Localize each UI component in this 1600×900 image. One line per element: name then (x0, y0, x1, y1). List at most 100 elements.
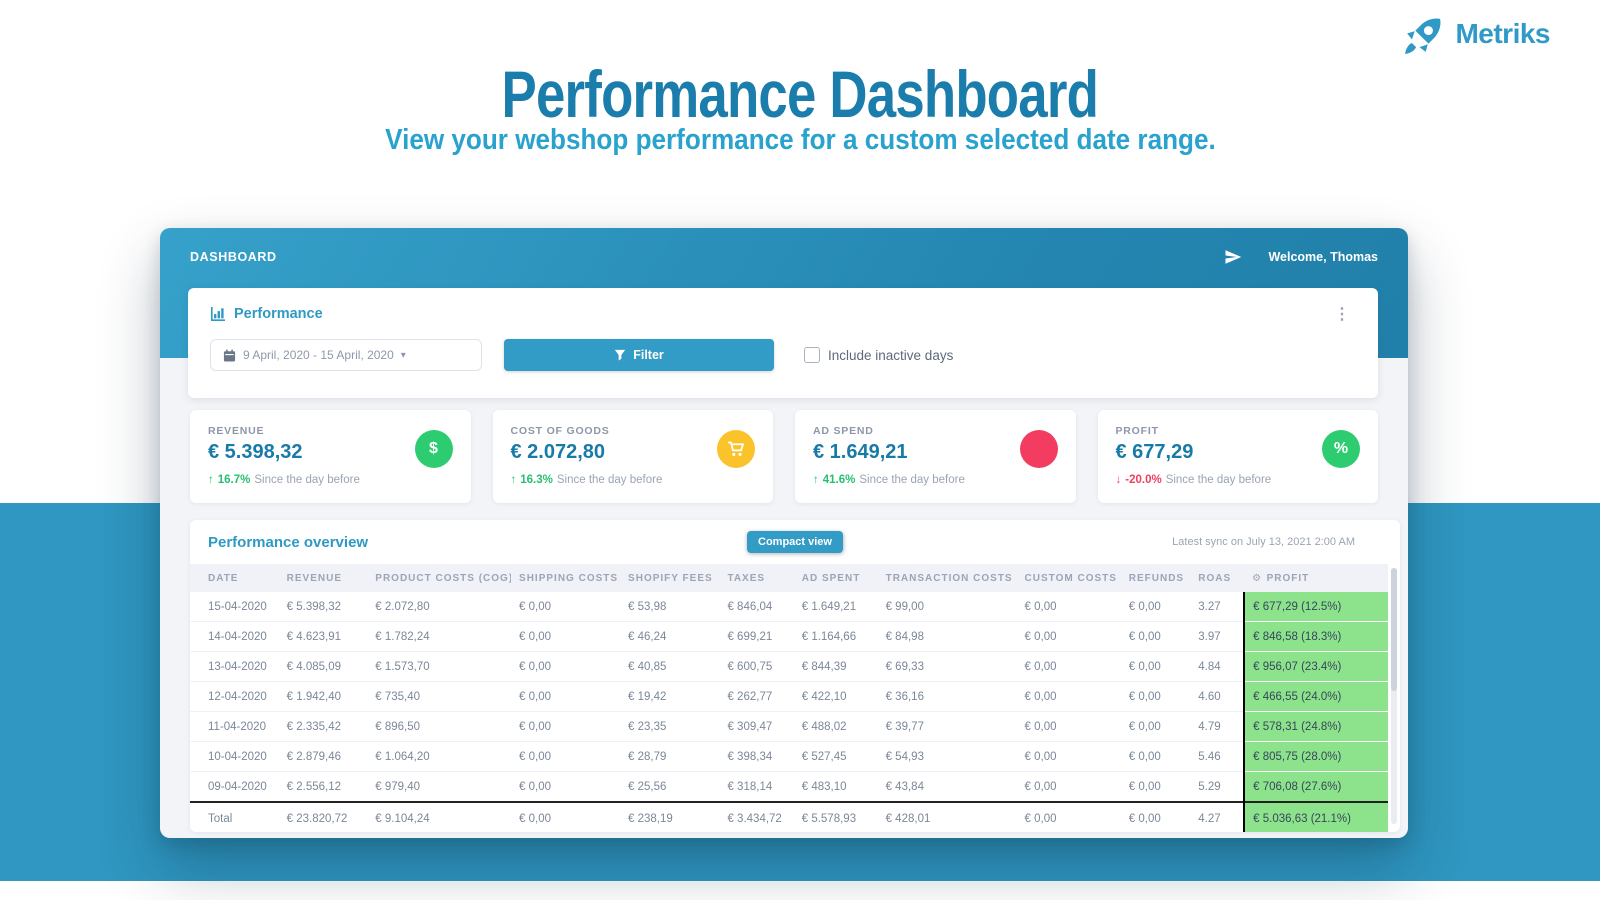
table-cell: € 0,00 (1120, 592, 1191, 622)
table-cell: € 39,77 (877, 711, 1017, 742)
table-cell: € 0,00 (1016, 771, 1121, 803)
table-cell: € 2.335,42 (278, 711, 368, 742)
table-cell: € 0,00 (1016, 621, 1121, 652)
table-cell: 15-04-2020 (190, 592, 279, 622)
table-row: 14-04-2020 € 4.623,91 € 1.782,24 € 0,00 € 46… (190, 621, 1388, 652)
kpi-delta: ↓ -20.0% Since the day before (1115, 474, 1272, 486)
table-cell: € 46,24 (620, 621, 720, 652)
date-range-input[interactable]: 9 April, 2020 - 15 April, 2020 ▾ (210, 339, 482, 371)
table-cell: € 0,00 (511, 621, 621, 652)
table-cell: € 578,31 (24.8%) (1243, 711, 1388, 742)
kpi-card-profit: PROFIT € 677,29 ↓ -20.0% Since the day b… (1097, 410, 1378, 503)
table-cell: 4.60 (1190, 681, 1245, 712)
brand-logo: Metriks (1403, 12, 1550, 56)
table-cell: 3.27 (1190, 592, 1245, 622)
down-arrow-icon: ↓ (1115, 474, 1122, 486)
table-cell: € 956,07 (23.4%) (1243, 651, 1388, 682)
table-wrap: DATE REVENUE PRODUCT COSTS (COG) SHIPPING C… (190, 564, 1388, 832)
overview-title: Performance overview (208, 533, 369, 551)
table-cell: € 0,00 (1120, 771, 1191, 803)
table-row: 10-04-2020 € 2.879,46 € 1.064,20 € 0,00 € 28… (190, 741, 1388, 772)
table-cell: € 0,00 (1120, 621, 1191, 652)
table-cell: € 318,14 (719, 771, 794, 803)
table-cell: € 4.085,09 (278, 651, 368, 682)
table-cell: € 309,47 (719, 711, 794, 742)
table-cell: € 0,00 (1120, 801, 1191, 832)
kpi-card-ad-spend: AD SPEND € 1.649,21 ↑ 41.6% Since the da… (795, 410, 1076, 503)
table-cell: € 2.879,46 (278, 741, 368, 772)
table-cell: € 1.164,66 (793, 621, 878, 652)
kpi-label: PROFIT (1115, 425, 1159, 437)
filter-button[interactable]: Filter (504, 339, 774, 371)
table-row: 12-04-2020 € 1.942,40 € 735,40 € 0,00 € 19,4… (190, 681, 1388, 712)
table-cell: 4.79 (1190, 711, 1245, 742)
table-cell: 11-04-2020 (190, 711, 279, 742)
table-cell: € 398,34 (719, 741, 794, 772)
include-inactive-label: Include inactive days (828, 347, 954, 363)
table-cell: € 0,00 (1120, 651, 1191, 682)
table-row: 15-04-2020 € 5.398,32 € 2.072,80 € 0,00 € 53… (190, 592, 1388, 622)
compact-view-button[interactable]: Compact view (747, 531, 843, 553)
table-cell: 13-04-2020 (190, 651, 279, 682)
kpi-label: COST OF GOODS (510, 425, 610, 437)
kpi-card-cost-of-goods: COST OF GOODS € 2.072,80 ↑ 16.3% Since t… (492, 410, 773, 503)
table-cell: € 600,75 (719, 651, 794, 682)
kpi-card-revenue: REVENUE € 5.398,32 ↑ 16.7% Since the day… (190, 410, 471, 503)
table-cell: € 69,33 (877, 651, 1017, 682)
table-cell: € 5.036,63 (21.1%) (1243, 801, 1388, 832)
column-header: ROAS (1190, 564, 1245, 592)
kpi-delta: ↑ 16.7% Since the day before (208, 474, 360, 486)
include-inactive-checkbox[interactable] (804, 347, 820, 363)
table-cell: € 2.556,12 (278, 771, 368, 803)
table-cell: € 0,00 (1120, 741, 1191, 772)
table-cell: € 846,58 (18.3%) (1243, 621, 1388, 652)
navbar: DASHBOARD Welcome, Thomas (160, 228, 1408, 286)
circle-icon (1019, 430, 1058, 468)
table-cell: € 4.623,91 (278, 621, 368, 652)
table-cell: € 0,00 (1016, 801, 1121, 832)
navbar-right: Welcome, Thomas (1224, 248, 1378, 266)
table-cell: € 0,00 (1120, 711, 1191, 742)
table-cell: € 9.104,24 (367, 801, 512, 832)
table-cell: € 0,00 (1016, 681, 1121, 712)
column-header: AD SPENT (793, 564, 878, 592)
column-header: SHIPPING COSTS (511, 564, 621, 592)
up-arrow-icon: ↑ (208, 474, 214, 486)
table-cell: 12-04-2020 (190, 681, 279, 712)
table-cell: € 706,08 (27.6%) (1243, 771, 1388, 803)
table-cell: € 23,35 (620, 711, 720, 742)
table-cell: € 844,39 (793, 651, 878, 682)
welcome-text: Welcome, Thomas (1268, 250, 1378, 264)
table-cell: € 846,04 (719, 592, 794, 622)
table-cell: 4.27 (1190, 801, 1245, 832)
rocket-icon (1403, 12, 1447, 56)
table-total-row: Total € 23.820,72 € 9.104,24 € 0,00 € 238,19… (190, 801, 1388, 832)
table-cell: € 0,00 (511, 592, 621, 622)
kpi-label: REVENUE (208, 425, 265, 437)
table-cell: € 3.434,72 (719, 801, 794, 832)
brand-name: Metriks (1455, 18, 1550, 49)
dollar-icon: $ (414, 430, 453, 468)
kebab-menu-icon[interactable]: ⋮ (1334, 306, 1350, 323)
table-scrollbar[interactable] (1391, 568, 1397, 824)
table-cell: € 466,55 (24.0%) (1243, 681, 1388, 712)
scrollbar-thumb[interactable] (1391, 568, 1397, 691)
overview-header: Performance overview Compact view Latest… (190, 520, 1400, 564)
up-arrow-icon: ↑ (510, 474, 517, 486)
table-cell: Total (190, 801, 279, 832)
table-cell: € 1.064,20 (367, 741, 512, 772)
column-header: REVENUE (278, 564, 368, 592)
table-cell: € 527,45 (793, 741, 878, 772)
table-cell: € 0,00 (1016, 651, 1121, 682)
dashboard-card: DASHBOARD Welcome, Thomas (160, 228, 1408, 838)
paper-plane-icon[interactable] (1224, 248, 1242, 266)
table-cell: € 25,56 (620, 771, 720, 803)
table-cell: € 262,77 (719, 681, 794, 712)
table-cell: € 5.398,32 (278, 592, 368, 622)
table-row: 09-04-2020 € 2.556,12 € 979,40 € 0,00 € 25,5… (190, 771, 1388, 803)
column-header: TAXES (719, 564, 794, 592)
filter-panel: Performance ⋮ 9 April, 2020 - 15 April, … (188, 288, 1378, 398)
table-cell: € 1.942,40 (278, 681, 368, 712)
kpi-value: € 677,29 (1115, 441, 1194, 463)
panel-title-label: Performance (234, 306, 323, 322)
